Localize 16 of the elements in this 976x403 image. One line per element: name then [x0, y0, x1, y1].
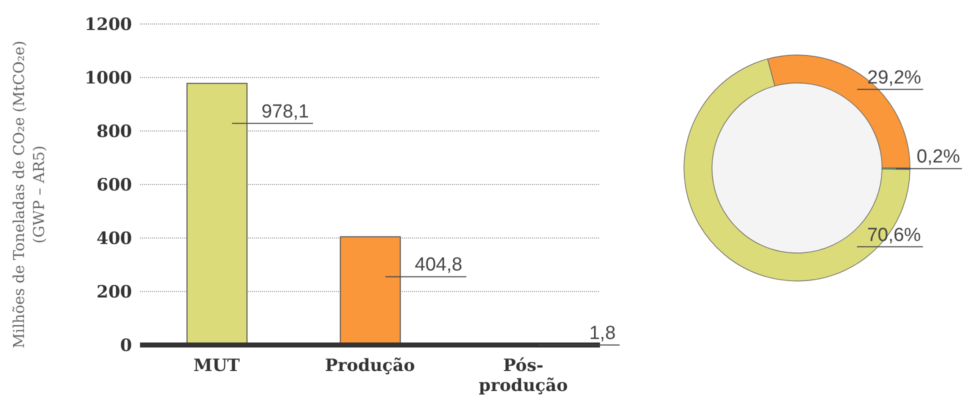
- y-tick-label: 600: [96, 176, 132, 196]
- x-tick-label: MUT: [194, 356, 240, 376]
- data-label: 29,2%: [867, 67, 922, 88]
- x-tick-label: Pós-produção: [478, 356, 568, 396]
- y-axis-title: Milhões de Toneladas de CO₂e (MtCO₂e) (GWP – AR5): [10, 40, 48, 348]
- data-label: 978,1: [261, 101, 309, 122]
- y-tick-label: 200: [96, 282, 132, 303]
- data-label: 404,8: [414, 254, 462, 276]
- data-label: 0,2%: [916, 146, 960, 168]
- y-tick-label: 1200: [84, 15, 132, 36]
- y-tick-label: 800: [96, 122, 132, 142]
- data-label: 1,8: [589, 323, 616, 344]
- y-tick-label: 400: [96, 229, 132, 250]
- x-tick-label: Produção: [324, 356, 416, 376]
- y-tick-label: 0: [120, 336, 132, 356]
- y-tick-label: 1000: [84, 68, 132, 89]
